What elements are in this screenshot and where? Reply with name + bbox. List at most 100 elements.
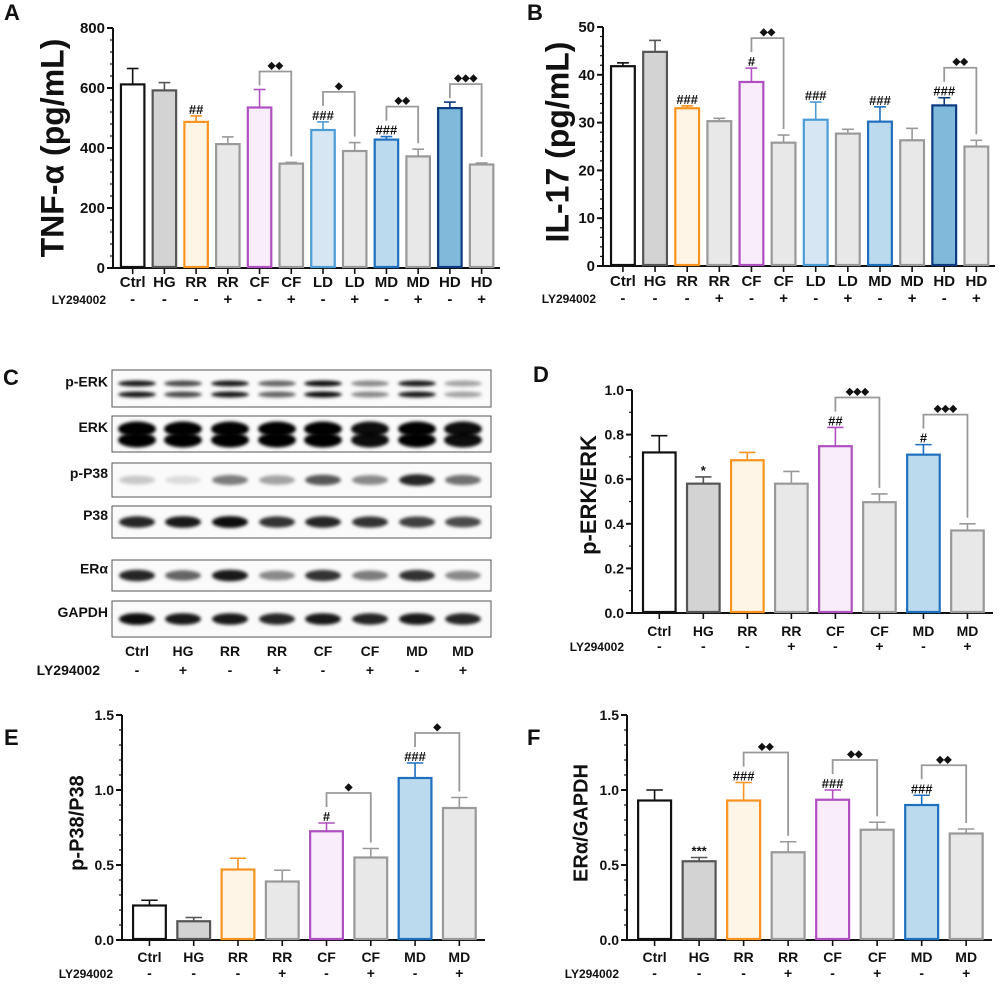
treatment-sign: - bbox=[324, 965, 329, 981]
blot-band bbox=[445, 570, 481, 581]
treatment-sign: - bbox=[701, 638, 706, 654]
bar bbox=[862, 501, 897, 614]
bracket-significance: ◆ bbox=[432, 722, 441, 733]
comparison-bracket bbox=[834, 396, 881, 488]
category-label: LD bbox=[313, 274, 333, 291]
blot-band bbox=[398, 432, 436, 448]
blot-row-p38: P38 bbox=[83, 505, 492, 539]
lane-label: CF bbox=[361, 643, 380, 659]
category-label: Ctrl bbox=[647, 623, 671, 639]
significance-mark: ### bbox=[911, 781, 933, 796]
bar bbox=[729, 459, 765, 614]
blot-band bbox=[212, 613, 248, 625]
category-label: HG bbox=[693, 623, 714, 639]
blot-band bbox=[399, 474, 435, 486]
comparison-bracket bbox=[258, 70, 293, 157]
comparison-bracket bbox=[414, 732, 461, 792]
treatment-sign: + bbox=[962, 965, 970, 981]
treatment-sign: - bbox=[745, 638, 750, 654]
treatment-sign: + bbox=[414, 291, 423, 308]
lane-label: Ctrl bbox=[125, 643, 149, 659]
treatment-sign: - bbox=[194, 291, 199, 308]
y-tick-label: 0.6 bbox=[605, 471, 625, 487]
blot-band bbox=[351, 391, 389, 398]
blot-band bbox=[444, 391, 482, 398]
significance-mark: ### bbox=[869, 93, 891, 108]
y-tick-label: 50 bbox=[578, 19, 595, 36]
treatment-sign: + bbox=[367, 965, 375, 981]
treatment-sign: + bbox=[455, 965, 463, 981]
blot-band bbox=[352, 613, 388, 625]
blot-band bbox=[444, 432, 482, 448]
blot-band bbox=[352, 475, 388, 485]
blot-label: ERK bbox=[78, 419, 108, 435]
blot-row-erα: ERα bbox=[80, 559, 492, 592]
significance-mark: ## bbox=[189, 102, 204, 117]
blot-band bbox=[165, 570, 201, 581]
category-label: MD bbox=[957, 623, 979, 639]
blot-band bbox=[259, 516, 295, 528]
treatment-label: LY294002 bbox=[565, 967, 620, 981]
blot-band bbox=[164, 391, 202, 398]
y-tick-label: 0 bbox=[587, 258, 595, 275]
blot-band bbox=[351, 380, 389, 387]
y-tick-label: 10 bbox=[578, 210, 595, 227]
category-label: CF bbox=[823, 949, 842, 965]
lane-label: CF bbox=[314, 643, 333, 659]
blot-band bbox=[119, 613, 155, 625]
blot-band bbox=[398, 391, 436, 398]
category-label: MD bbox=[913, 623, 935, 639]
significance-mark: # bbox=[748, 54, 756, 69]
treatment-sign: - bbox=[413, 965, 418, 981]
y-tick-label: 0.0 bbox=[95, 932, 115, 948]
bar bbox=[437, 106, 463, 269]
bar bbox=[309, 830, 344, 941]
bar bbox=[220, 868, 256, 941]
treatment-sign: - bbox=[942, 290, 947, 307]
bracket-significance: ◆◆◆ bbox=[933, 404, 957, 415]
blot-band bbox=[211, 432, 249, 448]
bar bbox=[397, 776, 433, 941]
treatment-sign: + bbox=[908, 290, 917, 307]
bar bbox=[899, 139, 926, 267]
treatment-sign: - bbox=[228, 662, 233, 678]
category-label: CF bbox=[774, 273, 794, 290]
bar bbox=[609, 65, 636, 267]
blot-band bbox=[165, 613, 201, 625]
treatment-sign: + bbox=[963, 638, 971, 654]
blot-band bbox=[164, 421, 202, 437]
blot-band bbox=[305, 569, 341, 582]
category-label: HD bbox=[439, 274, 461, 291]
bar bbox=[818, 445, 853, 614]
significance-mark: ### bbox=[376, 123, 398, 138]
bar bbox=[405, 155, 431, 269]
category-label: Ctrl bbox=[610, 273, 636, 290]
bar bbox=[642, 50, 669, 267]
treatment-sign: - bbox=[130, 291, 135, 308]
treatment-sign: - bbox=[697, 965, 702, 981]
treatment-sign: + bbox=[273, 662, 281, 678]
bar bbox=[310, 128, 336, 269]
treatment-sign: - bbox=[653, 290, 658, 307]
blot-band bbox=[445, 474, 481, 486]
panel-label-f: F bbox=[527, 725, 540, 750]
category-label: MD bbox=[900, 273, 923, 290]
blot-band bbox=[118, 432, 156, 448]
bar bbox=[641, 451, 677, 614]
bar bbox=[773, 482, 809, 614]
treatment-sign: + bbox=[787, 638, 795, 654]
blot-band bbox=[118, 380, 156, 387]
significance-mark: ### bbox=[676, 92, 698, 107]
category-label: RR bbox=[781, 623, 801, 639]
bar bbox=[131, 904, 167, 941]
treatment-sign: - bbox=[652, 965, 657, 981]
y-tick-label: 200 bbox=[80, 200, 105, 217]
treatment-label: LY294002 bbox=[52, 293, 107, 307]
blot-band bbox=[118, 391, 156, 398]
comparison-bracket bbox=[385, 105, 420, 144]
blot-band bbox=[258, 421, 296, 437]
bar bbox=[681, 860, 717, 941]
category-label: RR bbox=[676, 273, 698, 290]
blot-band bbox=[259, 475, 295, 485]
panel-label-c: C bbox=[3, 365, 19, 390]
